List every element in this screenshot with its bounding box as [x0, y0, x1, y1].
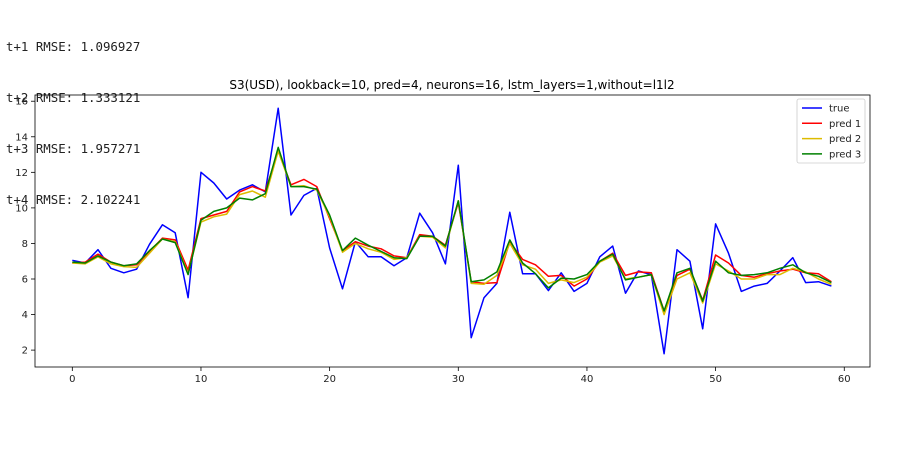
- y-tick-label-6: 14: [15, 132, 28, 143]
- series-line-3: [72, 146, 832, 312]
- x-tick-label-2: 20: [323, 374, 336, 385]
- y-tick-label-4: 10: [15, 203, 28, 214]
- y-tick-label-0: 2: [22, 346, 28, 357]
- y-tick-label-5: 12: [15, 168, 28, 179]
- rmse-line-4: t+4 RMSE: 2.102241: [6, 192, 141, 207]
- x-tick-label-3: 30: [452, 374, 465, 385]
- y-tick-label-1: 4: [22, 310, 28, 321]
- legend-label-3: pred 3: [829, 149, 861, 160]
- series-line-0: [72, 107, 832, 355]
- rmse-line-2: t+2 RMSE: 1.333121: [6, 90, 141, 105]
- y-tick-label-2: 6: [22, 275, 28, 286]
- rmse-line-3: t+3 RMSE: 1.957271: [6, 141, 141, 156]
- x-tick-label-6: 60: [838, 374, 851, 385]
- y-tick-label-7: 16: [15, 97, 28, 108]
- plot-frame: [34, 94, 871, 368]
- x-tick-label-4: 40: [581, 374, 594, 385]
- x-tick-label-1: 10: [195, 374, 208, 385]
- legend-label-1: pred 1: [829, 119, 861, 130]
- y-tick-label-3: 8: [22, 239, 28, 250]
- chart-title: S3(USD), lookback=10, pred=4, neurons=16…: [229, 78, 674, 92]
- x-tick-label-5: 50: [709, 374, 722, 385]
- legend-box: [796, 98, 866, 164]
- legend-label-2: pred 2: [829, 134, 861, 145]
- legend-label-0: true: [829, 104, 850, 115]
- plot-area: 0 10 20 30 40 50 60 2 4 6 8 10 12 14 16 true pred 1 pred …: [15, 94, 871, 385]
- x-tick-label-0: 0: [69, 374, 75, 385]
- cell-output-text: t+1 RMSE: 1.096927 t+2 RMSE: 1.333121 t+…: [6, 4, 140, 225]
- rmse-line-1: t+1 RMSE: 1.096927: [6, 39, 141, 54]
